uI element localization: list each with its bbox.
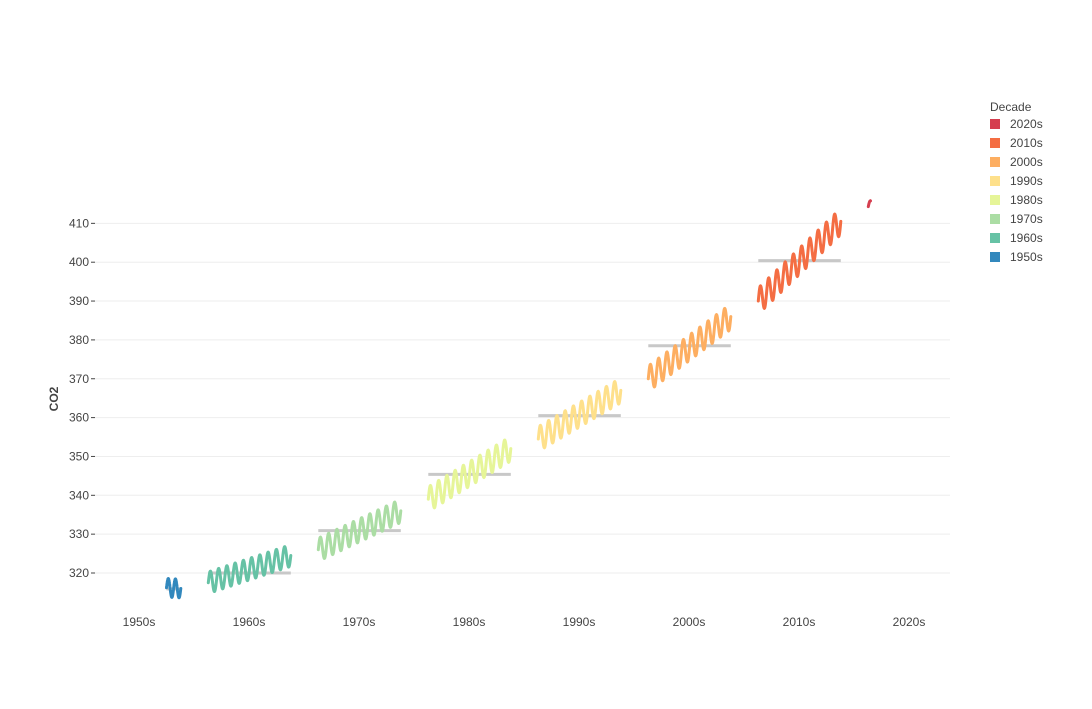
x-tick-label: 1990s	[563, 615, 596, 629]
y-tick-label: 370	[69, 372, 89, 386]
legend-swatch	[990, 176, 1000, 186]
y-tick-label: 330	[69, 527, 89, 541]
y-tick-label: 320	[69, 566, 89, 580]
y-axis-ticks: 320 330 340 350 360 370 380 390 400 410	[69, 216, 95, 580]
y-tick-label: 390	[69, 294, 89, 308]
legend-label: 2020s	[1010, 117, 1043, 131]
legend-label: 1950s	[1010, 250, 1043, 264]
legend-swatch	[990, 138, 1000, 148]
legend-swatch	[990, 119, 1000, 129]
legend-item-1970s[interactable]: 1970s	[990, 212, 1043, 226]
x-tick-label: 2010s	[783, 615, 816, 629]
x-tick-label: 1980s	[453, 615, 486, 629]
legend-label: 2010s	[1010, 136, 1043, 150]
y-tick-label: 380	[69, 333, 89, 347]
series-line-2000s	[646, 306, 733, 389]
decade-mean-bars	[166, 259, 841, 591]
legend-label: 1960s	[1010, 231, 1043, 245]
legend-label: 1990s	[1010, 174, 1043, 188]
series-line-1950s	[165, 577, 183, 600]
x-tick-label: 2020s	[893, 615, 926, 629]
y-tick-label: 350	[69, 449, 89, 463]
x-tick-label: 1960s	[233, 615, 266, 629]
legend-swatch	[990, 252, 1000, 262]
x-tick-label: 1950s	[123, 615, 156, 629]
legend-item-2000s[interactable]: 2000s	[990, 155, 1043, 169]
legend-label: 1970s	[1010, 212, 1043, 226]
legend-swatch	[990, 214, 1000, 224]
series-line-1970s	[316, 500, 403, 560]
legend-item-1980s[interactable]: 1980s	[990, 193, 1043, 207]
y-axis-title: CO2	[47, 386, 61, 411]
y-tick-label: 400	[69, 255, 89, 269]
legend[interactable]: Decade 2020s 2010s 2000s 1990s 1980s 1970s 196…	[990, 100, 1043, 264]
legend-label: 1980s	[1010, 193, 1043, 207]
series-line-1960s	[206, 545, 293, 594]
y-tick-label: 340	[69, 488, 89, 502]
legend-label: 2000s	[1010, 155, 1043, 169]
series-line-1980s	[426, 438, 513, 510]
series-line-2020s	[866, 199, 872, 209]
legend-swatch	[990, 157, 1000, 167]
legend-swatch	[990, 233, 1000, 243]
series-line-2010s	[756, 212, 843, 310]
series-lines	[165, 199, 872, 600]
legend-item-1960s[interactable]: 1960s	[990, 231, 1043, 245]
y-tick-label: 410	[69, 216, 89, 230]
x-axis-ticks: 1950s 1960s 1970s 1980s 1990s 2000s 2010s 2020s	[123, 615, 926, 629]
y-tick-label: 360	[69, 411, 89, 425]
series-line-1990s	[536, 380, 623, 450]
x-tick-label: 2000s	[673, 615, 706, 629]
legend-item-2020s[interactable]: 2020s	[990, 117, 1043, 131]
legend-item-2010s[interactable]: 2010s	[990, 136, 1043, 150]
legend-items[interactable]: 2020s 2010s 2000s 1990s 1980s 1970s 1960s 1950s	[990, 117, 1043, 264]
x-tick-label: 1970s	[343, 615, 376, 629]
legend-swatch	[990, 195, 1000, 205]
legend-item-1950s[interactable]: 1950s	[990, 250, 1043, 264]
legend-title: Decade	[990, 100, 1032, 114]
gridlines	[95, 222, 950, 574]
legend-item-1990s[interactable]: 1990s	[990, 174, 1043, 188]
